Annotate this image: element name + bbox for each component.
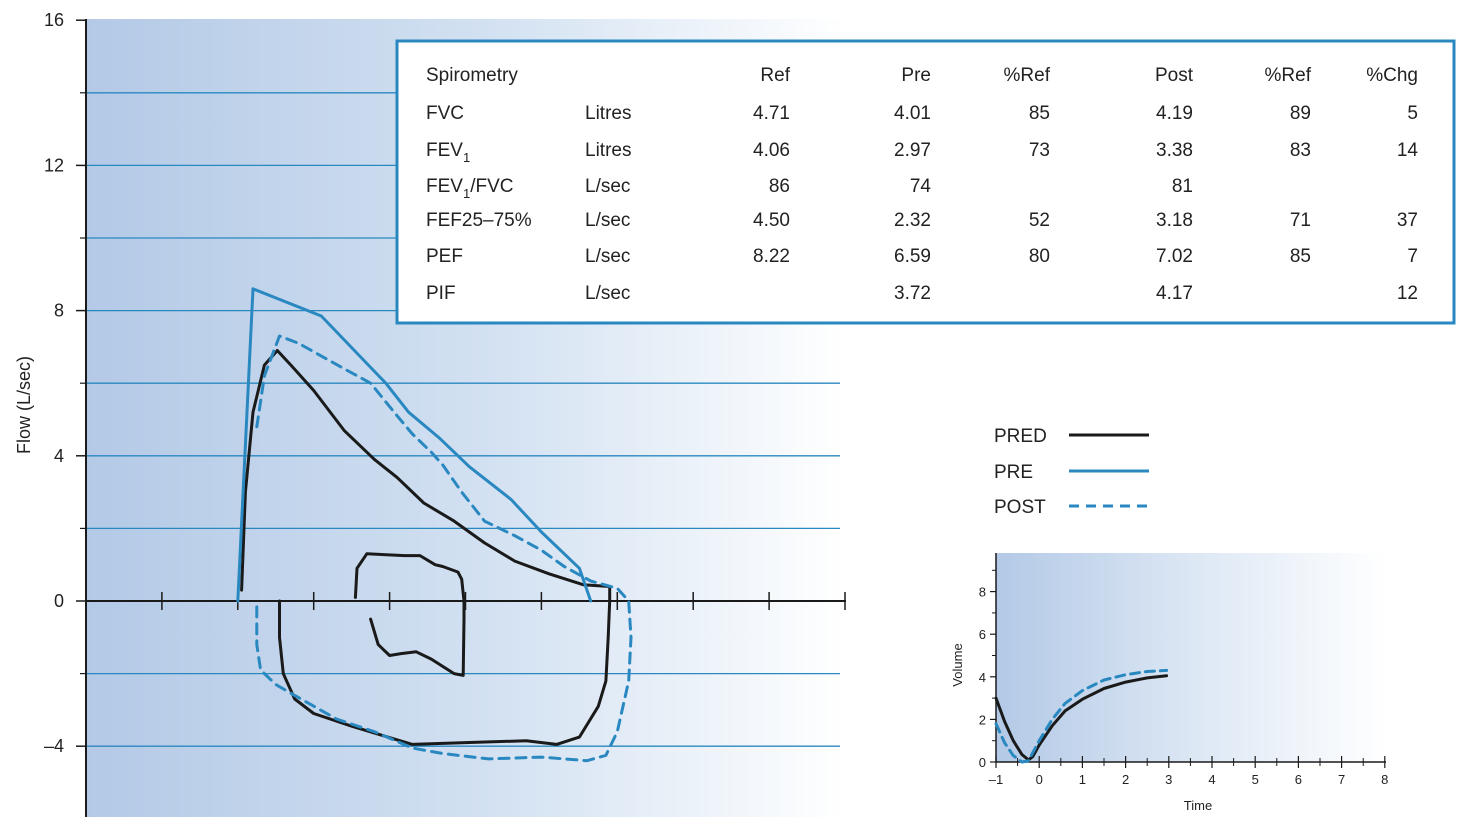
spirometry-results-table: Spirometry Ref Pre %Ref Post %Ref %Chg FVC Litre… [395,39,1456,325]
main-y-tick-label: 12 [44,155,64,175]
main-y-tick-label: 16 [44,10,64,30]
inset-x-tick-label: 1 [1079,772,1086,787]
legend-label: PRE [994,462,1033,483]
table-row-label: FVC [426,103,464,124]
table-cell: 85 [1290,246,1311,267]
inset-y-tick-label: 4 [979,670,986,685]
inset-x-tick-label: 7 [1338,772,1345,787]
table-header: %Ref [1004,65,1051,86]
table-cell: 81 [1172,176,1193,197]
table-row-label: PEF [426,246,463,267]
table-cell: 2.32 [894,210,931,231]
table-cell: 52 [1029,210,1050,231]
table-header: Spirometry [426,65,518,86]
table-cell: 2.97 [894,140,931,161]
table-row-label: FEV1/FVC [426,176,513,201]
legend: PRED PRE POST [994,426,1149,518]
inset-series-pred-line [994,674,1169,762]
main-y-axis-title: Flow (L/sec) [14,356,34,454]
inset-x-tick-label: 0 [1036,772,1043,787]
table-header: %Chg [1366,65,1418,86]
inset-y-axis-title: Volume [950,643,965,686]
table-cell: 4.06 [753,140,790,161]
table-header: Post [1155,65,1194,86]
inset-x-tick-label: 8 [1381,772,1388,787]
table-header: Pre [901,65,931,86]
legend-label: POST [994,497,1046,518]
table-row-unit: Litres [585,140,631,161]
table-cell: 71 [1290,210,1311,231]
inset-x-tick-label: 4 [1208,772,1215,787]
table-cell: 4.17 [1156,283,1193,304]
inset-x-tick-label: 6 [1295,772,1302,787]
table-row-unit: L/sec [585,283,630,304]
table-cell: 7 [1407,246,1418,267]
inset-plot-background [996,553,1386,762]
table-cell: 86 [769,176,790,197]
table-row-unit: L/sec [585,210,630,231]
inset-y-tick-label: 8 [979,585,986,600]
table-cell: 6.59 [894,246,931,267]
table-cell: 12 [1397,283,1418,304]
inset-y-tick-label: 2 [979,712,986,727]
inset-x-tick-label: 5 [1252,772,1259,787]
inset-x-tick-label: 2 [1122,772,1129,787]
table-cell: 4.71 [753,103,790,124]
inset-y-tick-label: 0 [979,755,986,770]
table-cell: 74 [910,176,932,197]
table-cell: 3.72 [894,283,931,304]
table-header: Ref [760,65,790,86]
table-row-unit: L/sec [585,176,630,197]
table-cell: 73 [1029,140,1050,161]
table-cell: 5 [1407,103,1418,124]
table-box [395,39,1456,325]
main-y-tick-label: 8 [54,301,64,321]
main-y-tick-label: 4 [54,446,64,466]
table-header: %Ref [1265,65,1312,86]
table-row-label: PIF [426,283,456,304]
table-cell: 4.19 [1156,103,1193,124]
table-cell: 3.38 [1156,140,1193,161]
inset-x-tick-label: 3 [1165,772,1172,787]
main-ticks: –4 0 4 8 12 16 [44,10,846,756]
series-pred-line [353,552,466,677]
table-cell: 8.22 [753,246,790,267]
inset-x-axis-title: Time [1184,798,1212,813]
main-y-tick-label: –4 [44,736,64,756]
table-cell: 80 [1029,246,1050,267]
table-row-label: FEV1 [426,140,470,165]
series-post-line [255,334,633,763]
table-cell: 3.18 [1156,210,1193,231]
inset-x-tick-label: –1 [989,772,1003,787]
table-cell: 83 [1290,140,1311,161]
table-row-unit: L/sec [585,246,630,267]
table-cell: 14 [1397,140,1419,161]
table-cell: 85 [1029,103,1050,124]
table-row-unit: Litres [585,103,631,124]
legend-label: PRED [994,426,1047,447]
inset-series-post-line [994,668,1169,764]
table-cell: 37 [1397,210,1418,231]
main-series [236,287,633,763]
table-cell: 7.02 [1156,246,1193,267]
inset-series [994,668,1169,764]
table-cell: 4.01 [894,103,931,124]
main-y-tick-label: 0 [54,591,64,611]
table-row-label: FEF25–75% [426,210,532,231]
inset-y-tick-label: 6 [979,627,986,642]
series-pre-line [236,287,593,603]
table-cell: 89 [1290,103,1311,124]
table-cell: 4.50 [753,210,790,231]
